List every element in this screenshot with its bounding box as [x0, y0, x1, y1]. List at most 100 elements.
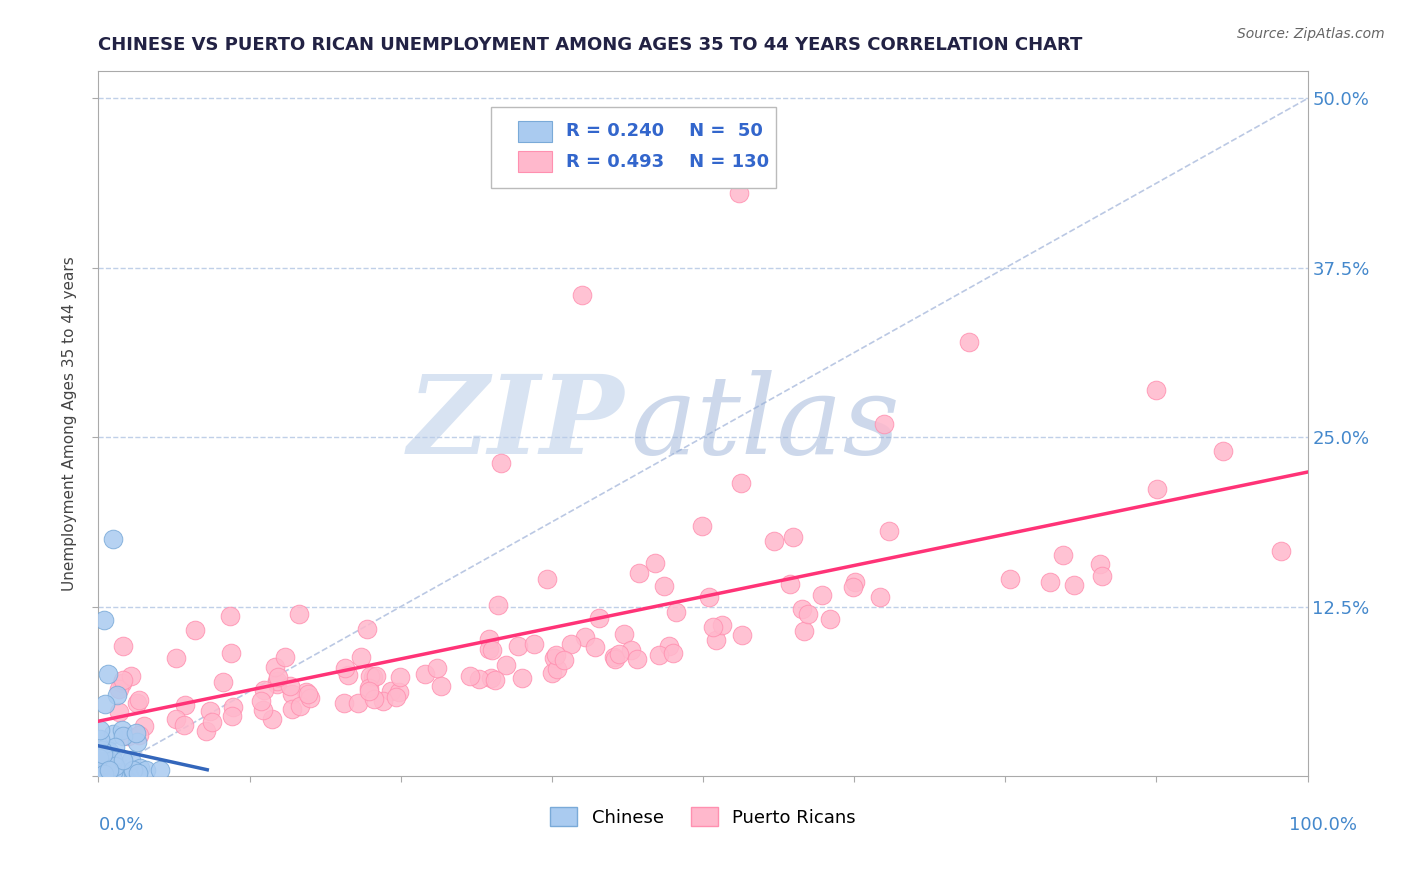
- Point: [91, 757, 114, 772]
- Point: [811, 588, 834, 602]
- Point: [873, 417, 896, 431]
- Point: [173, 718, 195, 732]
- Point: [495, 658, 517, 673]
- Point: [692, 518, 714, 533]
- Point: [219, 647, 242, 661]
- Y-axis label: Unemployment Among Ages 35 to 44 years: Unemployment Among Ages 35 to 44 years: [62, 256, 77, 591]
- Point: [484, 673, 506, 687]
- Point: [626, 651, 648, 665]
- Point: [553, 653, 575, 667]
- Point: [508, 639, 530, 653]
- Point: [661, 646, 683, 660]
- Point: [467, 673, 489, 687]
- Point: [697, 590, 720, 604]
- Point: [129, 761, 152, 775]
- Point: [658, 639, 681, 653]
- Point: [127, 766, 149, 780]
- Point: [486, 599, 509, 613]
- Point: [91, 747, 114, 761]
- Point: [125, 735, 148, 749]
- Point: [94, 697, 117, 711]
- Point: [149, 764, 172, 778]
- Point: [388, 670, 411, 684]
- Point: [762, 533, 785, 548]
- Point: [704, 633, 727, 648]
- Point: [91, 768, 114, 782]
- Point: [87, 751, 110, 765]
- Point: [111, 723, 134, 737]
- Point: [267, 670, 290, 684]
- Point: [93, 764, 115, 779]
- Point: [101, 754, 124, 768]
- Point: [111, 640, 134, 654]
- Point: [333, 661, 356, 675]
- Point: [122, 764, 145, 778]
- Point: [111, 676, 134, 690]
- Point: [97, 762, 120, 776]
- Point: [844, 575, 866, 590]
- Point: [89, 763, 111, 777]
- Point: [413, 667, 436, 681]
- Point: [297, 687, 319, 701]
- Point: [479, 671, 502, 685]
- Point: [574, 630, 596, 644]
- Point: [652, 579, 675, 593]
- Point: [266, 676, 288, 690]
- Point: [1091, 569, 1114, 583]
- Point: [278, 679, 301, 693]
- Point: [620, 643, 643, 657]
- Text: atlas: atlas: [630, 370, 900, 477]
- Point: [359, 669, 381, 683]
- Point: [262, 712, 284, 726]
- Point: [603, 650, 626, 665]
- Point: [89, 732, 111, 747]
- Point: [120, 753, 142, 767]
- Point: [221, 709, 243, 723]
- Point: [359, 681, 381, 695]
- Point: [117, 730, 139, 744]
- Point: [105, 688, 128, 702]
- FancyBboxPatch shape: [517, 151, 553, 172]
- Point: [97, 764, 120, 778]
- Text: R = 0.240    N =  50: R = 0.240 N = 50: [567, 122, 763, 140]
- Point: [588, 611, 610, 625]
- Point: [112, 729, 135, 743]
- Text: ZIP: ZIP: [408, 370, 624, 477]
- Point: [165, 712, 187, 726]
- Point: [93, 766, 115, 780]
- Point: [93, 765, 115, 780]
- Point: [359, 684, 381, 698]
- Point: [388, 685, 411, 699]
- Point: [793, 624, 815, 639]
- Point: [628, 566, 651, 581]
- Point: [134, 719, 156, 733]
- Point: [782, 530, 804, 544]
- Point: [728, 186, 751, 201]
- Point: [607, 647, 630, 661]
- Point: [710, 618, 733, 632]
- Point: [201, 715, 224, 730]
- Point: [613, 626, 636, 640]
- Point: [818, 612, 841, 626]
- Point: [603, 652, 626, 666]
- Point: [104, 759, 127, 773]
- Point: [295, 684, 318, 698]
- Point: [1270, 543, 1292, 558]
- Point: [347, 696, 370, 710]
- Point: [101, 532, 124, 546]
- Point: [491, 456, 513, 470]
- Point: [299, 690, 322, 705]
- Point: [274, 649, 297, 664]
- Point: [779, 576, 801, 591]
- Point: [869, 590, 891, 604]
- Point: [796, 607, 818, 621]
- Text: 0.0%: 0.0%: [98, 816, 143, 834]
- FancyBboxPatch shape: [517, 120, 553, 142]
- Point: [288, 607, 311, 621]
- Point: [288, 698, 311, 713]
- Point: [103, 765, 125, 780]
- Point: [221, 700, 243, 714]
- Point: [361, 670, 384, 684]
- Point: [1146, 482, 1168, 496]
- Point: [94, 748, 117, 763]
